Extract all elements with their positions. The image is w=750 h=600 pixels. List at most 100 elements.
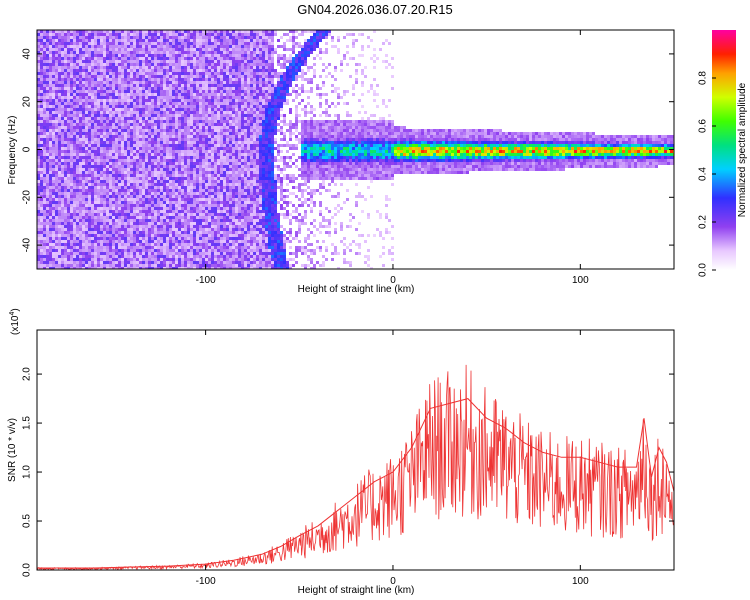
spectrogram-cell: [121, 174, 124, 177]
spectrogram-cell: [169, 54, 172, 57]
spectrogram-cell: [61, 84, 64, 87]
spectrogram-cell: [64, 108, 67, 111]
spectrogram-cell: [184, 81, 187, 84]
spectrogram-cell: [127, 81, 130, 84]
spectrogram-cell: [211, 198, 214, 201]
spectrogram-cell: [220, 201, 223, 204]
spectrogram-cell: [145, 39, 148, 42]
spectrogram-cell: [115, 168, 118, 171]
spectrogram-cell: [67, 141, 70, 144]
spectrogram-cell: [184, 210, 187, 213]
spectrogram-cell: [166, 240, 169, 243]
spectrogram-cell: [205, 114, 208, 117]
spectrogram-cell: [133, 42, 136, 45]
spectrogram-cell: [157, 201, 160, 204]
spectrogram-cell: [64, 33, 67, 36]
spectrogram-cell: [148, 84, 151, 87]
spectrogram-cell: [73, 204, 76, 207]
spectrogram-cell: [157, 54, 160, 57]
spectrogram-cell: [133, 51, 136, 54]
spectrogram-cell: [130, 93, 133, 96]
spectrogram-cell: [61, 117, 64, 120]
spectrogram-cell: [91, 96, 94, 99]
spectrogram-cell: [136, 189, 139, 192]
spectrogram-cell: [40, 51, 43, 54]
spectrogram-cell: [79, 150, 82, 153]
spectrogram-cell: [133, 66, 136, 69]
spectrogram-cell: [70, 198, 73, 201]
spectrogram-cell: [109, 144, 112, 147]
spectrogram-cell: [97, 57, 100, 60]
spectrogram-cell: [58, 42, 61, 45]
spectrogram-cell: [172, 111, 175, 114]
spectrogram-cell: [166, 87, 169, 90]
spectrogram-cell: [55, 69, 58, 72]
spectrogram-cell: [208, 204, 211, 207]
spectrogram-cell: [193, 210, 196, 213]
spectrogram-cell: [97, 177, 100, 180]
spectrogram-cell: [88, 75, 91, 78]
spectrogram-cell: [220, 141, 223, 144]
spectrogram-cell: [193, 183, 196, 186]
spectrogram-cell: [94, 240, 97, 243]
spectrogram-cell: [175, 156, 178, 159]
spectrogram-cell: [190, 138, 193, 141]
spectrogram-cell: [55, 39, 58, 42]
spectrogram-cell: [193, 138, 196, 141]
spectrogram-cell: [64, 198, 67, 201]
spectrogram-cell: [208, 111, 211, 114]
spectrogram-cell: [202, 132, 205, 135]
spectrogram-cell: [196, 138, 199, 141]
spectrogram-cell: [217, 213, 220, 216]
spectrogram-cell: [115, 117, 118, 120]
spectrogram-cell: [190, 75, 193, 78]
spectrogram-cell: [124, 252, 127, 255]
spectrogram-cell: [61, 222, 64, 225]
spectrogram-cell: [100, 252, 103, 255]
spectrogram-cell: [73, 264, 76, 267]
spectrogram-cell: [136, 33, 139, 36]
spectrogram-cell: [196, 30, 199, 33]
spectrogram-cell: [46, 231, 49, 234]
spectrogram-cell: [133, 168, 136, 171]
spectrogram-cell: [172, 114, 175, 117]
spectrogram-cell: [166, 267, 169, 269]
spectrogram-cell: [217, 261, 220, 264]
spectrogram-cell: [118, 180, 121, 183]
spectrogram-cell: [70, 30, 73, 33]
spectrogram-cell: [217, 99, 220, 102]
spectrogram-cell: [106, 45, 109, 48]
spectrogram-cell: [103, 54, 106, 57]
spectrogram-cell: [142, 42, 145, 45]
spectrogram-cell: [67, 132, 70, 135]
spectrogram-cell: [202, 213, 205, 216]
spectrogram-cell: [196, 33, 199, 36]
spectrogram-cell: [130, 138, 133, 141]
spectrogram-cell: [136, 84, 139, 87]
spectrogram-cell: [181, 234, 184, 237]
spectrogram-cell: [217, 66, 220, 69]
spectrogram-cell: [79, 216, 82, 219]
spectrogram-cell: [76, 42, 79, 45]
spectrogram-cell: [82, 132, 85, 135]
spectrogram-cell: [151, 39, 154, 42]
spectrogram-cell: [205, 225, 208, 228]
spectrogram-cell: [196, 207, 199, 210]
spectrogram-cell: [100, 63, 103, 66]
spectrogram-cell: [220, 93, 223, 96]
spectrogram-cell: [40, 267, 43, 269]
spectrogram-cell: [103, 111, 106, 114]
spectrogram-cell: [124, 258, 127, 261]
spectrogram-cell: [181, 63, 184, 66]
spectrogram-cell: [172, 162, 175, 165]
spectrogram-cell: [43, 246, 46, 249]
spectrogram-cell: [79, 153, 82, 156]
spectrogram-cell: [124, 165, 127, 168]
spectrogram-cell: [160, 225, 163, 228]
spectrogram-cell: [163, 189, 166, 192]
spectrogram-cell: [145, 108, 148, 111]
spectrogram-cell: [61, 201, 64, 204]
spectrogram-cell: [205, 84, 208, 87]
spectrogram-cell: [154, 153, 157, 156]
spectrogram-cell: [187, 132, 190, 135]
